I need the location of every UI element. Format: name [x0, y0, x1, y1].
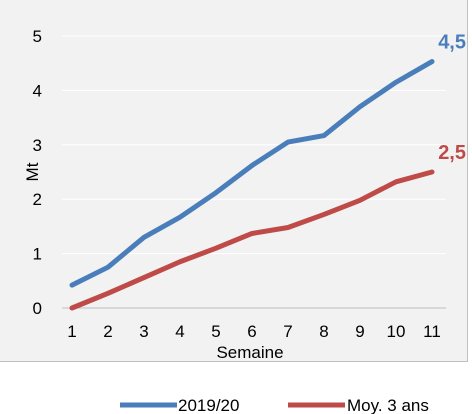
- y-axis-ticks: 0 1 2 3 4 5: [33, 27, 42, 318]
- x-tick-label-9: 9: [355, 322, 364, 341]
- series-line-1: [69, 169, 435, 311]
- series-line-0: [69, 59, 435, 288]
- x-tick-label-6: 6: [247, 322, 256, 341]
- series-end-labels: 4,5 2,5: [438, 32, 466, 164]
- x-tick-label-3: 3: [139, 322, 148, 341]
- end-label-series-1: 2,5: [438, 142, 466, 164]
- x-axis-label: Semaine: [216, 343, 283, 362]
- y-tick-label-4: 4: [33, 81, 42, 100]
- legend-label-2019-20: 2019/20: [178, 396, 239, 414]
- y-tick-label-0: 0: [33, 299, 42, 318]
- x-tick-label-10: 10: [387, 322, 406, 341]
- line-chart: 0 1 2 3 4 5 1 2 3 4 5 6 7 8 9 10 11 Mt Semaine 4,5 2,5: [23, 27, 466, 362]
- y-tick-label-3: 3: [33, 136, 42, 155]
- y-axis-label: Mt: [23, 162, 42, 181]
- x-axis-ticks: 1 2 3 4 5 6 7 8 9 10 11: [67, 322, 441, 341]
- x-tick-label-2: 2: [103, 322, 112, 341]
- end-label-series-0: 4,5: [438, 32, 466, 54]
- series-lines: [69, 59, 435, 311]
- y-tick-label-1: 1: [33, 245, 42, 264]
- x-tick-label-1: 1: [67, 322, 76, 341]
- x-tick-label-7: 7: [283, 322, 292, 341]
- legend-label-moy-3-ans: Moy. 3 ans: [347, 396, 429, 414]
- y-tick-label-5: 5: [33, 27, 42, 46]
- legend: 2019/20 Moy. 3 ans: [120, 396, 429, 414]
- gridlines: [62, 35, 446, 309]
- x-tick-label-4: 4: [175, 322, 184, 341]
- x-tick-label-8: 8: [319, 322, 328, 341]
- x-tick-label-5: 5: [211, 322, 220, 341]
- x-tick-label-11: 11: [423, 322, 441, 341]
- chart-area: 0 1 2 3 4 5 1 2 3 4 5 6 7 8 9 10 11 Mt Semaine 4,5 2,5: [0, 0, 468, 362]
- y-tick-label-2: 2: [33, 190, 42, 209]
